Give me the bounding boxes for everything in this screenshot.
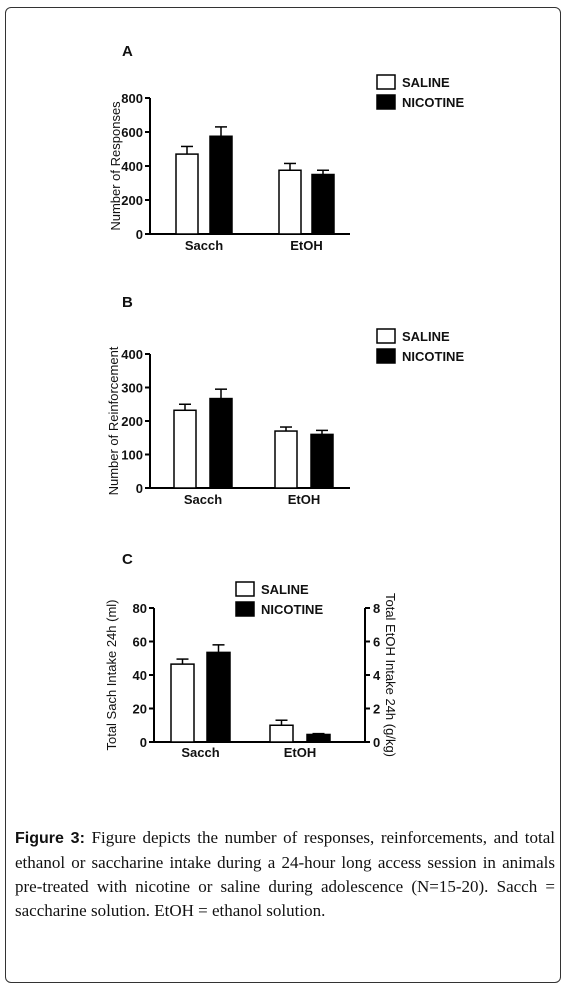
y-tick-label: 400: [121, 347, 143, 362]
y-right-tick-label: 2: [373, 702, 380, 717]
y-right-tick-label: 8: [373, 601, 380, 616]
legend-swatch: [376, 74, 396, 90]
y-tick-label: 300: [121, 381, 143, 396]
y-tick-label: 0: [136, 227, 143, 242]
y-tick-label: 600: [121, 125, 143, 140]
y-tick-label: 40: [133, 668, 147, 683]
x-tick-label: Sacch: [185, 238, 223, 253]
x-tick-label: EtOH: [284, 745, 317, 760]
y-axis-right-label: Total EtOH Intake 24h (g/kg): [383, 593, 398, 757]
y-tick-label: 0: [136, 481, 143, 496]
bar-saline: [278, 169, 302, 235]
legend-label: NICOTINE: [402, 95, 464, 110]
bar-saline: [274, 430, 298, 489]
caption-text: Figure depicts the number of responses, …: [15, 828, 555, 920]
caption-label: Figure 3:: [15, 830, 85, 847]
y-axis-label: Number of Reinforcement: [106, 346, 121, 495]
figure-frame: [5, 7, 561, 983]
bar-nicotine: [311, 173, 335, 235]
legend-swatch: [235, 581, 255, 597]
legend-label: NICOTINE: [402, 349, 464, 364]
y-tick-label: 800: [121, 91, 143, 106]
chart-panel-c: C 0 20 40 60 80 Total Sach Intake 24h (ml) 0 2 4 6…: [104, 551, 398, 760]
bar-saline: [170, 663, 195, 743]
bar-nicotine: [306, 733, 331, 743]
bar-nicotine: [209, 135, 233, 235]
y-tick-label: 100: [121, 448, 143, 463]
x-tick-label: EtOH: [288, 492, 321, 507]
bar-nicotine: [310, 433, 334, 489]
bar-saline: [175, 153, 199, 235]
x-tick-label: EtOH: [290, 238, 323, 253]
y-right-tick-label: 0: [373, 735, 380, 750]
y-tick-label: 0: [140, 735, 147, 750]
y-tick-label: 80: [133, 601, 147, 616]
y-tick-label: 200: [121, 414, 143, 429]
y-axis-label: Number of Responses: [108, 101, 123, 231]
bar-saline: [269, 724, 294, 743]
figure-caption: Figure 3: Figure depicts the number of r…: [15, 826, 555, 923]
panel-label: C: [122, 551, 133, 568]
y-tick-label: 20: [133, 702, 147, 717]
y-tick-label: 60: [133, 635, 147, 650]
panel-label: B: [122, 294, 133, 311]
legend-swatch: [376, 348, 396, 364]
bar-nicotine: [206, 651, 231, 743]
legend-label: NICOTINE: [261, 602, 323, 617]
panel-label: A: [122, 43, 133, 60]
y-right-tick-label: 6: [373, 635, 380, 650]
legend-swatch: [235, 601, 255, 617]
legend-swatch: [376, 328, 396, 344]
legend-label: SALINE: [402, 75, 450, 90]
bar-nicotine: [209, 397, 233, 489]
legend-label: SALINE: [402, 329, 450, 344]
y-right-tick-label: 4: [373, 668, 381, 683]
legend-swatch: [376, 94, 396, 110]
legend-label: SALINE: [261, 582, 309, 597]
y-tick-label: 200: [121, 193, 143, 208]
y-axis-label: Total Sach Intake 24h (ml): [104, 599, 119, 750]
bar-saline: [173, 409, 197, 489]
x-tick-label: Sacch: [181, 745, 219, 760]
y-tick-label: 400: [121, 159, 143, 174]
x-tick-label: Sacch: [184, 492, 222, 507]
